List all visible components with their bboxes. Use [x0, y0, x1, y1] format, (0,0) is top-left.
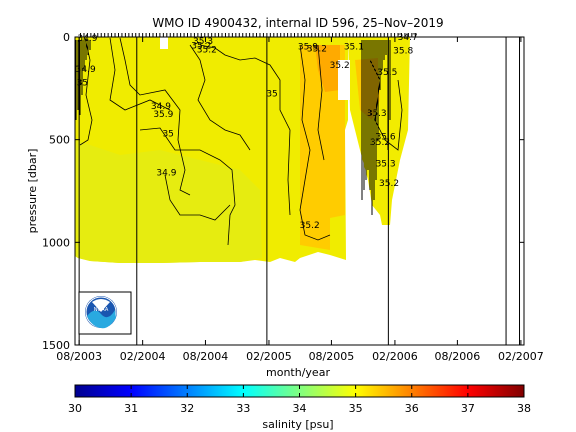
contour-label: 35.2 — [300, 221, 320, 231]
contour-label: 35.6 — [376, 133, 396, 143]
plot-frame — [74, 36, 525, 346]
colorbar-tick-label: 32 — [180, 402, 194, 415]
salinity-region-orange-strong — [315, 45, 340, 92]
contour-label: 35.3 — [367, 109, 387, 119]
x-tick-label: 08/2005 — [309, 350, 355, 363]
colorbar-tick-label: 34 — [293, 402, 307, 415]
contour-label: 35.5 — [377, 68, 397, 78]
contour-label: 34.9 — [77, 34, 97, 44]
y-tick-label: 1500 — [42, 339, 70, 352]
contour-label: 35.2 — [379, 179, 399, 189]
contour-lines — [79, 37, 403, 246]
data-gap — [160, 37, 168, 49]
data-gap — [338, 60, 350, 100]
chart-title: WMO ID 4900432, internal ID 596, 25–Nov–… — [152, 16, 443, 30]
contour-label: 35 — [77, 78, 88, 88]
colorbar-tick-label: 31 — [124, 402, 138, 415]
profile-clusters — [75, 40, 391, 215]
contour-line — [199, 44, 291, 216]
salinity-region-orange — [300, 45, 345, 250]
x-tick-label: 08/2003 — [56, 350, 102, 363]
contour-label: 34.9 — [76, 65, 96, 75]
contour-labels: 34.934.93534.935.93534.935.235.335.23535… — [76, 33, 418, 231]
y-axis-label: pressure [dbar] — [26, 149, 39, 234]
x-tick-label: 02/2005 — [246, 350, 292, 363]
x-tick-label: 08/2004 — [183, 350, 229, 363]
y-tick-label: 500 — [49, 134, 70, 147]
contour-label: 34.9 — [156, 169, 176, 179]
contour-line — [189, 44, 251, 151]
contour-label: 35.3 — [376, 159, 396, 169]
contour-line — [139, 127, 236, 246]
colorbar-ticks: 30 31 32 33 34 35 36 37 38 — [68, 385, 531, 415]
profile-date-ticks — [80, 33, 416, 37]
contour-line — [119, 37, 191, 196]
contour-label: 35.9 — [153, 110, 173, 120]
x-tick-label: 02/2004 — [120, 350, 166, 363]
x-tick-label: 02/2007 — [498, 350, 544, 363]
colorbar-tick-label: 36 — [405, 402, 419, 415]
svg-text:NOAA: NOAA — [94, 307, 109, 313]
noaa-logo-icon: NOAA — [78, 291, 132, 335]
colorbar-tick-label: 38 — [517, 402, 531, 415]
contour-label: 35.2 — [191, 41, 211, 51]
profile-cluster-late — [361, 40, 391, 215]
x-tick-label: 08/2006 — [435, 350, 481, 363]
contour-label: 35.3 — [193, 37, 213, 47]
contour-line — [317, 44, 325, 161]
colorbar-tick-label: 35 — [349, 402, 363, 415]
y-axis: 0 500 1000 1500 — [42, 31, 524, 352]
contour-line — [109, 37, 171, 111]
contour-label: 35.8 — [393, 46, 413, 56]
contour-label: 35.2 — [307, 44, 327, 54]
salinity-region-lower — [75, 140, 262, 263]
contour-line — [164, 174, 231, 221]
x-axis-label: month/year — [266, 366, 330, 379]
y-tick-label: 0 — [63, 31, 70, 44]
contour-label: 35.2 — [197, 45, 217, 55]
contour-label: 35.2 — [330, 61, 350, 71]
y-tick-label: 1000 — [42, 236, 70, 249]
contour-label: 35 — [162, 130, 173, 140]
contour-label: 35.1 — [344, 42, 364, 52]
contour-label: 34.7 — [398, 33, 418, 43]
x-axis: 08/2003 02/2004 08/2004 02/2005 08/2005 02/20… — [56, 37, 544, 363]
contour-label: 35.2 — [370, 138, 390, 148]
colorbar-tick-label: 37 — [461, 402, 475, 415]
profile-cluster-early — [75, 40, 91, 120]
colorbar-tick-label: 30 — [68, 402, 82, 415]
contour-label: 35 — [266, 90, 277, 100]
data-gap — [380, 230, 392, 340]
colorbar-tick-label: 33 — [236, 402, 250, 415]
contour-label: 34.9 — [151, 102, 171, 112]
x-tick-label: 02/2006 — [372, 350, 418, 363]
contour-label: 35.9 — [298, 42, 318, 52]
colorbar-label: salinity [psu] — [262, 418, 333, 431]
contour-line — [299, 44, 331, 241]
contour-line — [79, 37, 93, 146]
